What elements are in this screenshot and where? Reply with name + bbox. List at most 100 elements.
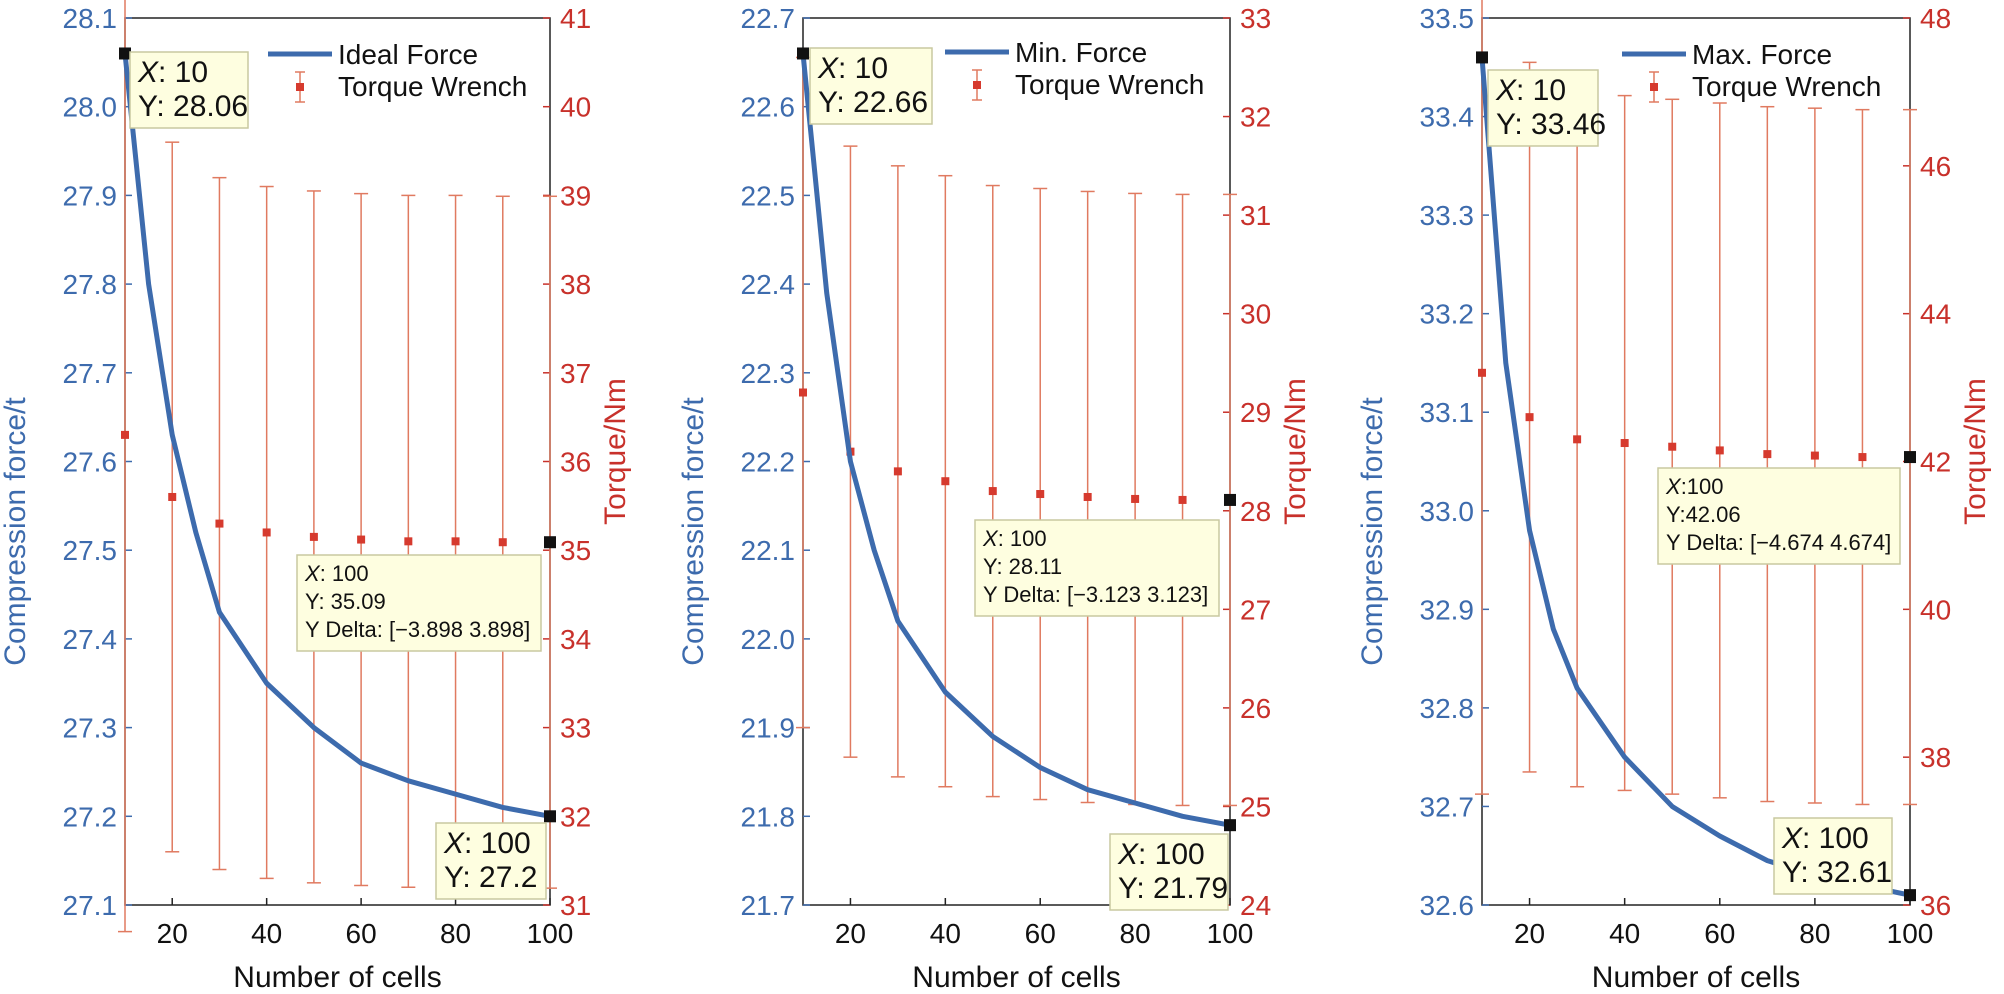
torque-point — [988, 487, 997, 496]
datatip-line: Y: 33.46 — [1496, 108, 1606, 141]
x-axis-label: Number of cells — [912, 961, 1120, 994]
datatip-marker[interactable] — [1904, 889, 1916, 902]
datatip-value: : 100 — [1138, 838, 1205, 871]
datatip-box: X: 10Y: 33.46 — [1487, 69, 1606, 147]
y-right-tick-label: 42 — [1920, 447, 1951, 478]
torque-point — [1858, 453, 1867, 462]
datatip-key: X — [982, 526, 999, 551]
datatip-marker[interactable] — [1904, 451, 1916, 464]
datatip-key: X — [137, 56, 159, 89]
torque-point — [893, 467, 902, 476]
datatip-background — [129, 51, 249, 129]
datatip-key: X — [817, 52, 839, 85]
datatip-marker[interactable] — [797, 47, 809, 60]
y-right-tick-label: 38 — [1920, 742, 1951, 773]
legend-entry-force: Max. Force — [1692, 39, 1832, 70]
datatip-background — [1657, 467, 1901, 565]
y-left-tick-label: 33.2 — [1420, 299, 1475, 330]
y-right-tick-label: 27 — [1240, 594, 1271, 625]
datatip-line: Y: 21.79 — [1118, 872, 1228, 905]
datatip-background — [1109, 833, 1229, 911]
torque-point — [215, 519, 224, 528]
legend-entry-torque: Torque Wrench — [1692, 71, 1881, 102]
datatip-value: Y: 32.61 — [1782, 856, 1892, 889]
legend-point-swatch — [1650, 83, 1658, 91]
x-tick-label: 20 — [835, 918, 866, 949]
y-left-axis-label: Compression force/t — [0, 397, 32, 666]
datatip-line: Y: 22.66 — [818, 86, 928, 119]
y-left-tick-label: 27.9 — [63, 180, 118, 211]
y-left-tick-label: 32.6 — [1420, 890, 1475, 921]
y-right-tick-label: 34 — [560, 624, 591, 655]
y-left-tick-label: 33.1 — [1420, 397, 1475, 428]
y-right-tick-label: 31 — [560, 890, 591, 921]
datatip-line: Y: 35.09 — [305, 589, 386, 614]
y-left-tick-label: 33.5 — [1420, 3, 1475, 34]
torque-point — [1620, 439, 1629, 448]
y-right-tick-label: 31 — [1240, 200, 1271, 231]
datatip-value: Y: 33.46 — [1496, 108, 1606, 141]
datatip-box: X: 10Y: 28.06 — [129, 51, 249, 129]
datatip-line: Y Delta: [−3.898 3.898] — [305, 617, 530, 642]
datatip-value: Y Delta: [−4.674 4.674] — [1666, 530, 1891, 555]
y-right-tick-label: 35 — [560, 535, 591, 566]
datatip-line: X: 100 — [1781, 822, 1869, 855]
datatip-value: Y: 22.66 — [818, 86, 928, 119]
datatip-box: X: 10Y: 22.66 — [809, 47, 933, 125]
datatip-marker[interactable] — [1224, 819, 1236, 832]
y-right-tick-label: 29 — [1240, 397, 1271, 428]
y-right-tick-label: 41 — [560, 3, 591, 34]
x-tick-label: 80 — [1120, 918, 1151, 949]
y-right-tick-label: 46 — [1920, 151, 1951, 182]
x-axis-label: Number of cells — [1592, 961, 1800, 994]
datatip-value: : 10 — [838, 52, 888, 85]
datatip-marker[interactable] — [544, 810, 556, 823]
torque-point — [1131, 494, 1140, 503]
plot-frame — [1481, 17, 1911, 906]
datatip-line: Y:42.06 — [1666, 502, 1741, 527]
y-right-axis-label: Torque/Nm — [599, 378, 632, 525]
torque-point — [1178, 495, 1187, 504]
datatip-marker[interactable] — [1476, 51, 1488, 64]
datatip-value: : 10 — [158, 56, 208, 89]
y-right-tick-label: 32 — [560, 801, 591, 832]
y-left-axis-label: Compression force/t — [1356, 397, 1389, 666]
datatip-line: X: 10 — [137, 56, 208, 89]
y-right-tick-label: 36 — [560, 447, 591, 478]
y-left-tick-label: 33.0 — [1420, 496, 1475, 527]
datatip-background — [809, 47, 933, 125]
datatip-value: Y Delta: [−3.123 3.123] — [983, 582, 1208, 607]
chart-panel-1: 27.1 27.2 27.3 27.4 27.5 27.6 27.7 27.8 27.9 28.0… — [0, 0, 632, 994]
y-left-tick-label: 21.7 — [741, 890, 796, 921]
datatip-value: : 100 — [998, 526, 1047, 551]
legend-entry-torque: Torque Wrench — [338, 71, 527, 102]
legend-entry-force: Ideal Force — [338, 39, 478, 70]
legend-point-swatch — [973, 81, 981, 89]
datatip-marker[interactable] — [544, 536, 556, 549]
datatip-value: Y: 28.06 — [138, 90, 248, 123]
y-left-tick-label: 32.7 — [1420, 791, 1475, 822]
x-tick-label: 80 — [440, 918, 471, 949]
x-tick-label: 20 — [1514, 918, 1545, 949]
y-left-tick-label: 22.6 — [741, 92, 796, 123]
datatip-line: X:100 — [1665, 474, 1724, 499]
datatip-marker[interactable] — [119, 47, 131, 60]
y-left-tick-label: 22.2 — [741, 447, 796, 478]
y-right-tick-label: 24 — [1240, 890, 1271, 921]
x-tick-label: 60 — [1025, 918, 1056, 949]
x-tick-label: 100 — [1207, 918, 1254, 949]
datatip-value: Y: 35.09 — [305, 589, 386, 614]
y-left-axis-label: Compression force/t — [677, 397, 710, 666]
y-left-tick-label: 27.4 — [63, 624, 118, 655]
x-tick-label: 100 — [527, 918, 574, 949]
datatip-value: Y: 28.11 — [983, 554, 1062, 579]
torque-point — [1763, 450, 1772, 459]
datatip-value: Y Delta: [−3.898 3.898] — [305, 617, 530, 642]
datatip-background — [1487, 69, 1599, 147]
datatip-key: X — [1665, 474, 1682, 499]
plot-frame — [802, 17, 1231, 906]
datatip-marker[interactable] — [1224, 493, 1236, 506]
